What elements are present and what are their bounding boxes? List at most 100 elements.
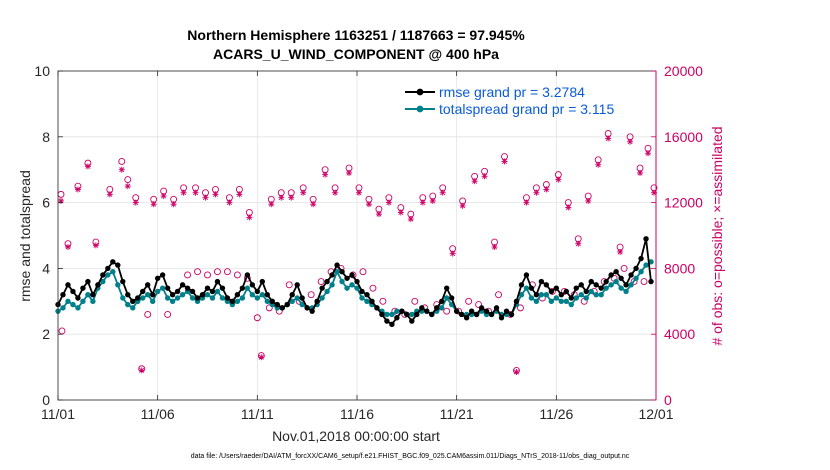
rmse-point [234, 292, 241, 298]
obs-possible-marker [359, 268, 367, 276]
obs-assimilated-marker [258, 354, 265, 361]
totalspread-point [588, 288, 594, 295]
y2-ticks: 0 4000 8000 12000 16000 20000 [651, 63, 703, 408]
rmse-point [70, 288, 76, 295]
rmse-point [125, 292, 131, 298]
totalspread-point [444, 295, 450, 301]
rmse-point [488, 311, 495, 318]
data-file-footer: data file: /Users/raeder/DAI/ATM_forcXX/… [191, 453, 630, 460]
y-tick-label: 2 [42, 326, 50, 342]
obs-assimilated-stroke [65, 244, 71, 250]
rmse-point [478, 305, 485, 311]
totalspread-point [518, 292, 525, 298]
rmse-point [269, 298, 275, 304]
chart-subtitle: ACARS_U_WIND_COMPONENT @ 400 hPa [213, 46, 499, 62]
totalspread-point [389, 311, 395, 318]
totalspread-point [204, 292, 211, 298]
obs-assimilated-marker [471, 178, 478, 185]
obs-assimilated-marker [645, 150, 652, 157]
obs-assimilated-stroke [133, 200, 139, 206]
obs-assimilated-stroke [226, 200, 232, 206]
obs-assimilated-marker [407, 216, 414, 223]
rmse-point [249, 282, 256, 288]
y2-tick-label: 16000 [664, 129, 703, 145]
rmse-point [309, 308, 315, 314]
totalspread-point [159, 285, 166, 291]
obs-assimilated-marker [491, 244, 498, 251]
rmse-point [239, 285, 246, 291]
obs-possible-marker [144, 311, 152, 318]
totalspread-point [125, 301, 131, 308]
totalspread-point [299, 301, 305, 308]
rmse-point [304, 305, 310, 311]
rmse-point [533, 292, 540, 298]
obs-assimilated-stroke [366, 201, 372, 207]
rmse-point [513, 298, 520, 304]
totalspread-point [349, 282, 355, 288]
obs-assimilated-marker [617, 248, 624, 255]
obs-possible-marker [164, 311, 172, 318]
rmse-point [274, 301, 280, 308]
totalspread-point [568, 301, 574, 308]
obs-assimilated-marker [419, 199, 426, 206]
rmse-point [85, 278, 91, 285]
rmse-point [543, 282, 550, 288]
totalspread-point [169, 298, 176, 304]
totalspread-point [219, 295, 226, 301]
rmse-point [439, 298, 445, 304]
obs-possible-marker [465, 297, 473, 305]
rmse-point [319, 285, 325, 291]
obs-markers [57, 130, 658, 376]
totalspread-point [259, 292, 266, 298]
totalspread-point [70, 301, 76, 308]
rmse-point [374, 305, 380, 311]
obs-assimilated-stroke [605, 135, 611, 141]
obs-assimilated-stroke [151, 201, 157, 207]
rmse-point [344, 275, 350, 281]
rmse-point [244, 272, 251, 278]
obs-assimilated-stroke [460, 203, 466, 209]
rmse-point [448, 295, 455, 301]
obs-assimilated-marker [555, 176, 562, 183]
rmse-point [259, 278, 266, 285]
obs-assimilated-stroke [75, 186, 81, 192]
obs-assimilated-marker [513, 369, 520, 376]
obs-assimilated-marker [481, 173, 488, 180]
rmse-point [379, 311, 385, 318]
totalspread-point [548, 298, 555, 304]
totalspread-point [140, 295, 146, 301]
rmse-point [453, 308, 460, 314]
obs-assimilated-stroke [119, 167, 125, 173]
rmse-point [463, 315, 470, 321]
legend-spread-marker [416, 105, 424, 113]
rmse-point [145, 282, 151, 288]
rmse-point [563, 288, 569, 295]
obs-assimilated-marker [543, 186, 550, 193]
obs-possible-marker [379, 297, 387, 305]
y2-tick-label: 8000 [664, 260, 695, 276]
obs-assimilated-marker [288, 194, 295, 201]
rmse-point [284, 301, 290, 308]
y-tick-label: 4 [42, 260, 50, 276]
x-tick-label: 11/21 [440, 406, 474, 422]
y2-axis-label: # of obs: o=possible; ×=assimilated [709, 126, 725, 345]
rmse-point [404, 311, 410, 318]
rmse-point [573, 285, 579, 291]
totalspread-point [179, 292, 186, 298]
totalspread-point [324, 288, 330, 295]
rmse-point [174, 288, 181, 295]
obs-assimilated-marker [355, 189, 362, 196]
totalspread-point [110, 268, 116, 275]
rmse-point [608, 272, 614, 278]
totalspread-point [354, 285, 360, 291]
rmse-point [105, 265, 111, 272]
rmse-point [648, 278, 654, 285]
rmse-point [264, 292, 270, 298]
obs-possible-marker [253, 314, 261, 322]
rmse-point [518, 282, 525, 288]
rmse-point [115, 262, 121, 268]
obs-assimilated-stroke [408, 216, 414, 222]
totalspread-point [130, 305, 136, 311]
rmse-point [254, 288, 261, 295]
